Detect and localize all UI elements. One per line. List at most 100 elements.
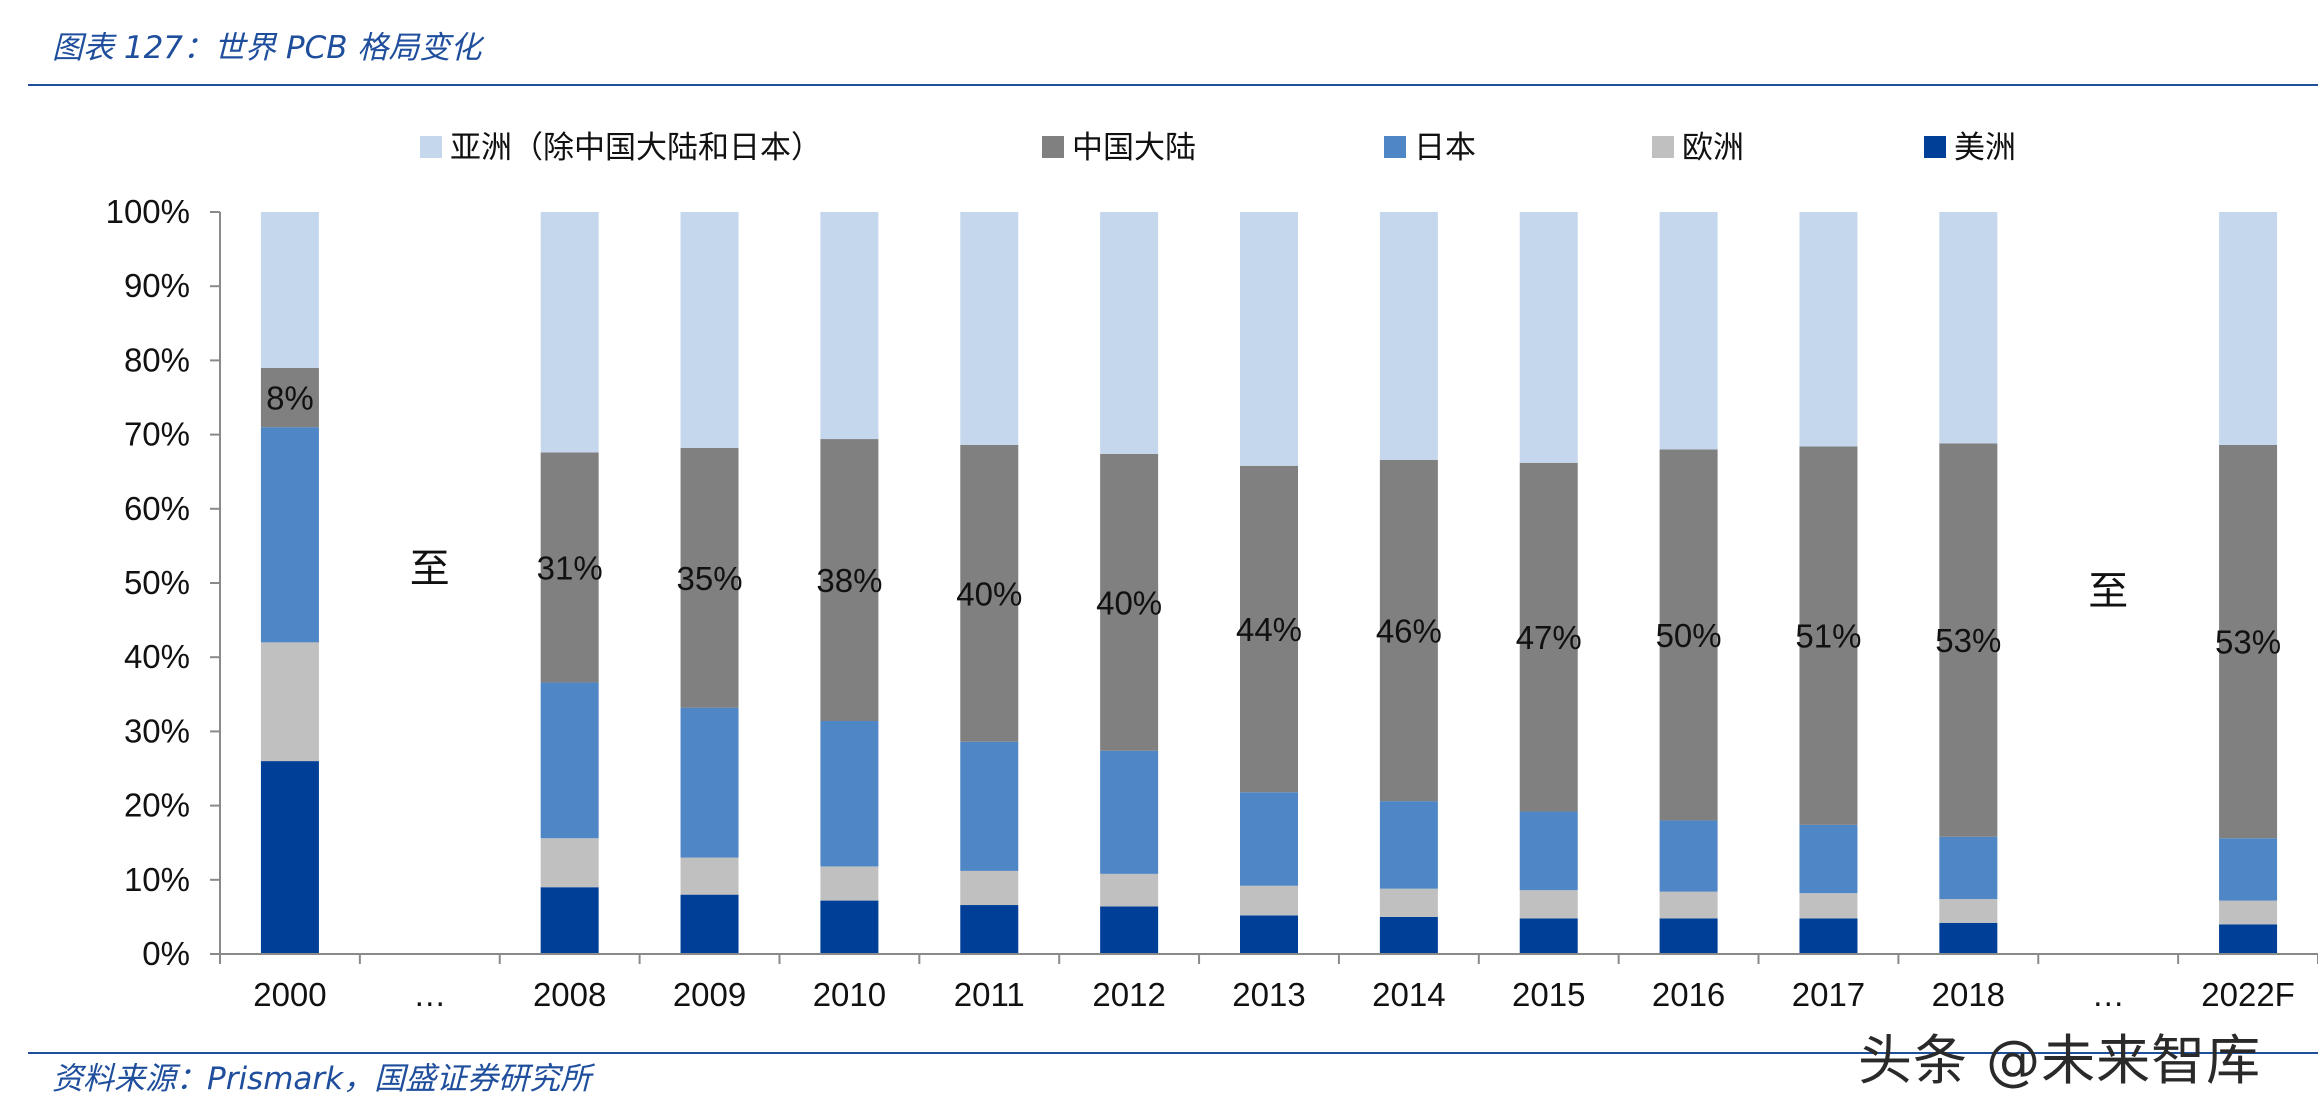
y-tick-label: 0% [142,935,190,972]
x-tick-label: 2013 [1232,976,1305,1013]
bar-segment [820,900,879,954]
bar-segment [1100,906,1159,954]
bar-segment [2219,838,2278,901]
y-tick-label: 70% [124,416,190,453]
bar-segment [960,870,1019,906]
bar-segment [260,367,319,428]
y-tick-label: 10% [124,861,190,898]
x-tick-label: 2012 [1092,976,1165,1013]
bar-segment [1659,212,1718,450]
bar-segment [1939,899,1998,923]
y-tick-label: 50% [124,564,190,601]
bar-segment [680,857,739,895]
bar-segment [1799,893,1858,919]
bar-segment [680,447,739,708]
data-label: 35% [677,560,743,597]
legend-swatch [420,136,442,158]
bar-segment [540,452,599,683]
bar-segment [1519,890,1578,919]
data-label: 46% [1376,612,1442,649]
data-label: 44% [1236,611,1302,648]
legend-label: 亚洲（除中国大陆和日本） [450,130,822,166]
bar-segment [1240,792,1298,886]
x-tick-label: 2018 [1932,976,2005,1013]
data-label: 51% [1795,618,1861,655]
legend-item: 亚洲（除中国大陆和日本） [420,130,822,166]
bar-segment [1379,801,1438,889]
bar-segment [2219,924,2278,954]
bar-segment [1939,836,1998,900]
bar-segment [1659,449,1718,821]
x-tick-label: 2008 [533,976,606,1013]
y-tick-label: 20% [124,787,190,824]
source-note: 资料来源：Prismark，国盛证券研究所 [52,1061,592,1097]
axes: 0% 10% 20% 30% 40% 50% 60% 70% 80% 90% 100% 2000 … 20… [106,193,2318,1013]
bar-segment [260,212,319,368]
x-tick-label: 2009 [673,976,746,1013]
bottom-divider [28,1052,2318,1054]
bar-segment [1939,212,1998,444]
data-label: 38% [816,562,882,599]
bar-segment [1519,212,1578,463]
legend-label: 中国大陆 [1072,130,1196,166]
bar-segment [680,894,739,954]
y-tick-label: 100% [106,193,190,230]
bar-segment [820,439,879,722]
bar-segment [1240,915,1298,954]
x-tick-label: 2014 [1372,976,1445,1013]
figure-title: 图表 127：世界 PCB 格局变化 [52,30,482,66]
x-tick-label: 2016 [1652,976,1725,1013]
bar-segment [820,721,879,867]
x-tick-label: … [413,976,446,1013]
bar-segment [540,212,599,453]
bar-segment [1100,750,1159,874]
bar-segment [1519,811,1578,891]
bar-segment [1659,918,1718,954]
bar-segment [1379,916,1438,954]
bar-segment [1799,918,1858,954]
legend-item: 中国大陆 [1042,130,1196,166]
bar-segment [820,866,879,901]
bar-segment [1659,820,1718,892]
bar-segment [2219,444,2278,839]
bar-segment [960,212,1019,445]
bars: 8% 31% 35% 38% 40% 40% 44% 46% 47% 50% 51% 53% 53% 至 至 [260,212,2281,954]
data-label: 53% [2215,624,2281,661]
data-label: 40% [1096,584,1162,621]
bar-segment [260,642,319,762]
bar-segment [1240,885,1298,916]
bar-segment [260,761,319,954]
bar-segment [1519,462,1578,812]
bar-segment [260,427,319,643]
bar-segment [1100,873,1159,907]
legend-label: 日本 [1414,130,1476,166]
top-divider [28,84,2318,86]
legend-swatch [1924,136,1946,158]
bar-segment [960,905,1019,954]
data-label: 8% [266,380,314,417]
bar-segment [1799,446,1858,825]
x-tick-label: 2011 [954,976,1025,1013]
y-tick-label: 40% [124,638,190,675]
y-tick-label: 90% [124,267,190,304]
bar-segment [2219,900,2278,925]
legend-label: 欧洲 [1682,130,1744,166]
legend-item: 美洲 [1924,130,2016,166]
x-tick-label: 2022F [2201,976,2295,1013]
bar-segment [1240,212,1298,466]
bar-segment [1240,465,1298,793]
bar-segment [1799,212,1858,447]
bar-segment [820,212,879,440]
bar-segment [1379,888,1438,917]
gap-label: 至 [410,546,450,592]
bar-segment [1659,891,1718,919]
bar-segment [1519,918,1578,954]
stacked-bar-chart: 亚洲（除中国大陆和日本） 中国大陆 日本 欧洲 美洲 8% 31% 35% 38% 40% 40%… [106,130,2318,1013]
bar-segment [540,682,599,839]
gap-label: 至 [2088,568,2128,614]
bar-segment [680,707,739,858]
legend-item: 欧洲 [1652,130,1744,166]
bar-segment [1100,453,1159,751]
bar-segment [1939,922,1998,954]
data-label: 50% [1656,617,1722,654]
